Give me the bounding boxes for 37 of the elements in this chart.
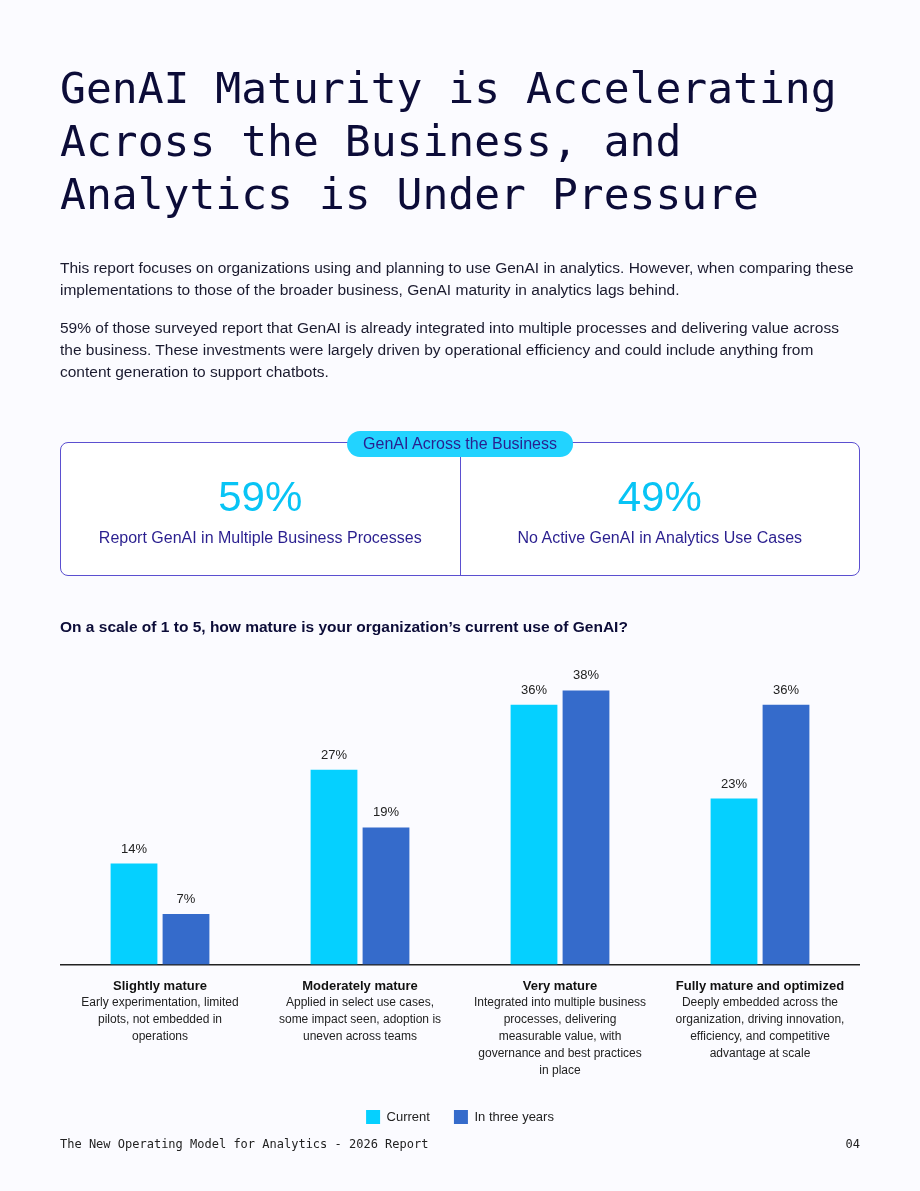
text: 04 [845, 1137, 860, 1151]
data-label: 36% [520, 681, 548, 697]
data-label: 7% [176, 891, 196, 907]
chart-title: On a scale of 1 to 5, how mature is your organization’s current use of GenAI? [60, 618, 628, 636]
bar [310, 769, 358, 965]
text: 59% [217, 473, 304, 521]
bar [510, 704, 558, 965]
legend-label: Current [386, 1108, 431, 1124]
data-label: 19% [372, 804, 400, 820]
text: GenAI Maturity is Accelerating Across the Business, and Analytics is Under Pressure [60, 62, 838, 221]
bar [362, 827, 410, 965]
text: Applied in select use cases, some impact seen, adoption is uneven across teams [278, 994, 442, 1043]
text: The New Operating Model for Analytics - 2026 Report [60, 1137, 429, 1151]
text: Deeply embedded across the organization, driving innovation, efficiency, and competitive advantage at scale [675, 994, 845, 1060]
data-label: 27% [320, 746, 348, 762]
text: This report focuses on organizations using and planning to use GenAI in analytics. However, when comparing these implementations to those of the broader business, GenAI maturity in analytics lags behind. [60, 258, 855, 300]
text: 49% [616, 473, 703, 521]
x-tick-label: Very mature [522, 977, 598, 993]
legend-label: In three years [474, 1108, 555, 1124]
x-tick-label: Moderately mature [302, 977, 418, 993]
text: No Active GenAI in Analytics Use Cases [516, 529, 804, 547]
x-tick-label: Fully mature and optimized [675, 977, 845, 993]
bar [110, 863, 158, 965]
bar [562, 690, 610, 965]
text: Integrated into multiple business processes, delivering measurable value, with governance and best practices in place [473, 994, 647, 1077]
bar [762, 704, 810, 965]
data-label: 36% [772, 681, 800, 697]
text: 59% of those surveyed report that GenAI is already integrated into multiple processes and delivering value across the business. These investments were largely driven by operational efficiency and could include anything from content generation to support chatbots. [60, 318, 840, 382]
x-tick-label: Slightly mature [113, 977, 207, 993]
bar [710, 798, 758, 965]
text: GenAI Across the Business [347, 431, 573, 457]
bar [162, 913, 210, 965]
text: Report GenAI in Multiple Business Processes [97, 529, 423, 547]
data-label: 38% [572, 667, 600, 683]
text: Early experimentation, limited pilots, not embedded in operations [81, 994, 239, 1043]
data-label: 23% [720, 775, 748, 791]
data-label: 14% [120, 840, 148, 856]
